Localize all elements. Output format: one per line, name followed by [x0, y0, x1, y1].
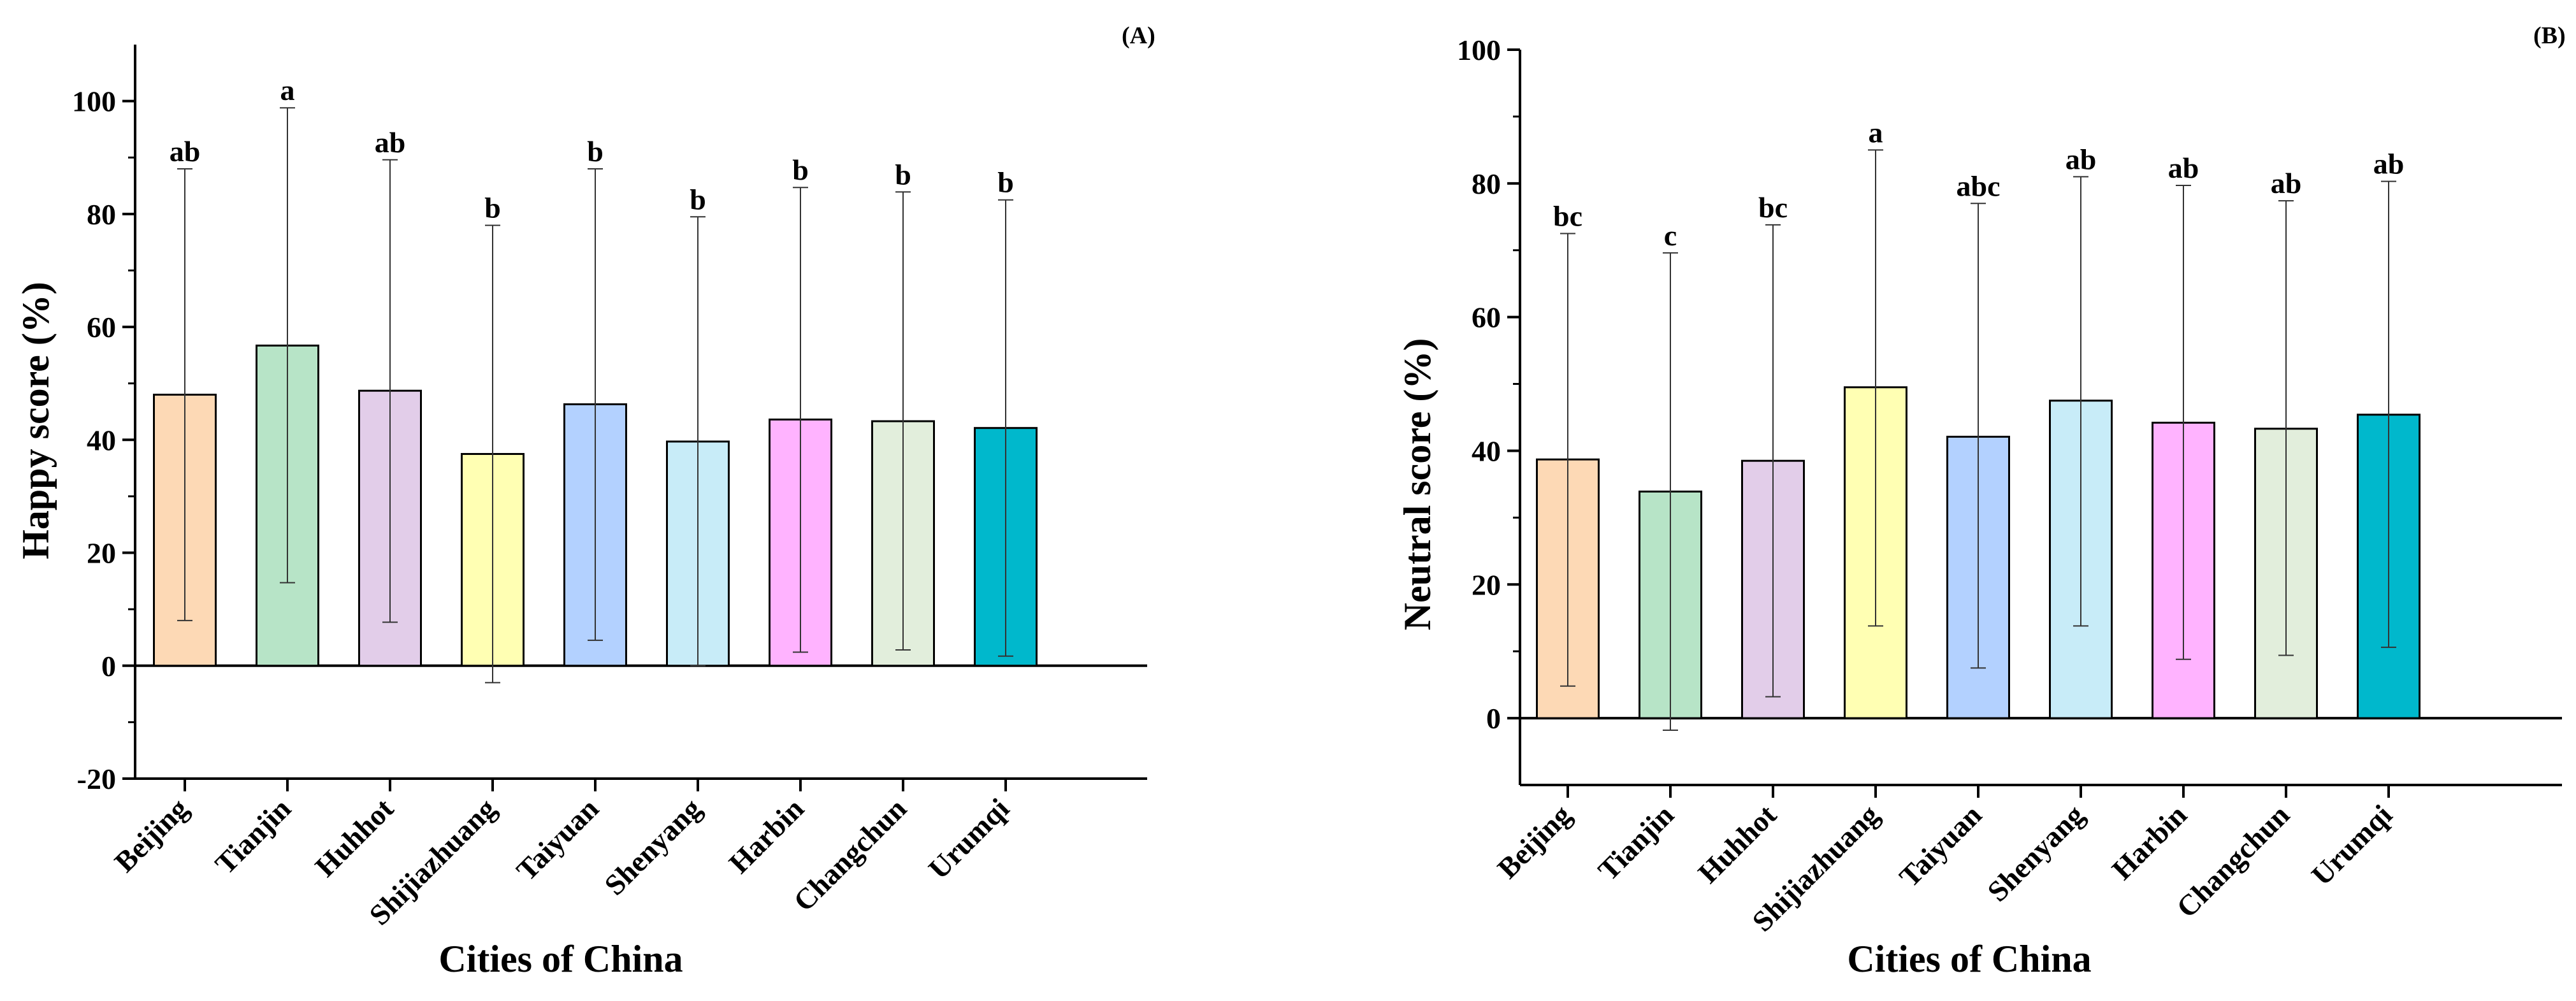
y-tick-label: 40	[1472, 435, 1501, 467]
significance-label: b	[484, 192, 501, 224]
x-tick-label: Tianjin	[1592, 798, 1681, 887]
plot-area-b: 0 20 40 60 80 100 bc Beijing c Tianjin bc Huhhot a Sh…	[1457, 34, 2562, 938]
x-tick-label: Shenyang	[1981, 798, 2090, 908]
x-tick-label: Taiyuan	[1893, 798, 1988, 893]
chart-panel-a: (A) Happy score (%) Cities of China -20 0…	[15, 22, 1155, 980]
x-tick-label: Huhhot	[308, 792, 400, 883]
significance-label: b	[587, 135, 604, 168]
significance-label: a	[1869, 116, 1883, 148]
significance-label: ab	[2373, 148, 2405, 180]
significance-label: ab	[2066, 143, 2097, 175]
significance-label: c	[1664, 219, 1677, 252]
y-tick-label: -20	[77, 763, 116, 795]
x-tick-label: Beijing	[108, 792, 194, 878]
x-axis-title-b: Cities of China	[1847, 938, 2091, 980]
significance-label: bc	[1758, 191, 1788, 224]
x-tick-label: Harbin	[723, 792, 810, 879]
significance-label: abc	[1957, 169, 2001, 202]
significance-label: a	[280, 74, 295, 106]
x-tick-label: Beijing	[1491, 798, 1577, 884]
plot-area-a: -20 0 20 40 60 80 100 ab Beijing a Tianjin ab Huhhot…	[72, 45, 1147, 932]
significance-label: ab	[170, 135, 201, 168]
x-tick-label: Shenyang	[598, 792, 707, 902]
y-tick-label: 0	[101, 650, 116, 682]
chart-panel-b: (B) Neutral score (%) Cities of China 0 2…	[1396, 22, 2566, 980]
significance-label: bc	[1553, 200, 1582, 233]
panel-label-b: (B)	[2533, 22, 2566, 49]
significance-label: ab	[2271, 167, 2302, 199]
y-tick-label: 100	[72, 85, 116, 118]
x-tick-label: Taiyuan	[510, 792, 605, 887]
y-tick-label: 20	[87, 537, 116, 570]
significance-label: ab	[375, 126, 406, 159]
y-tick-label: 60	[87, 311, 116, 343]
y-tick-label: 60	[1472, 301, 1501, 334]
panel-label-a: (A)	[1122, 22, 1155, 49]
x-tick-label: Changchun	[2170, 798, 2296, 924]
significance-label: b	[997, 166, 1014, 199]
x-tick-label: Harbin	[2106, 798, 2193, 886]
y-tick-label: 80	[1472, 168, 1501, 200]
x-tick-label: Urumqi	[922, 792, 1015, 885]
y-tick-label: 40	[87, 424, 116, 456]
significance-label: b	[895, 158, 911, 191]
x-tick-label: Tianjin	[209, 792, 298, 881]
y-tick-label: 100	[1457, 34, 1501, 66]
y-axis-title-a: Happy score (%)	[15, 282, 57, 559]
x-axis-title-a: Cities of China	[438, 938, 683, 980]
x-tick-label: Changchun	[787, 792, 913, 918]
x-tick-label: Huhhot	[1691, 798, 1783, 889]
significance-label: b	[792, 154, 809, 186]
y-tick-label: 20	[1472, 568, 1501, 601]
y-tick-label: 80	[87, 198, 116, 231]
y-tick-label: 0	[1486, 702, 1501, 735]
x-tick-label: Urumqi	[2305, 798, 2398, 891]
significance-label: b	[690, 183, 706, 215]
y-axis-title-b: Neutral score (%)	[1396, 338, 1438, 631]
significance-label: ab	[2168, 152, 2199, 184]
